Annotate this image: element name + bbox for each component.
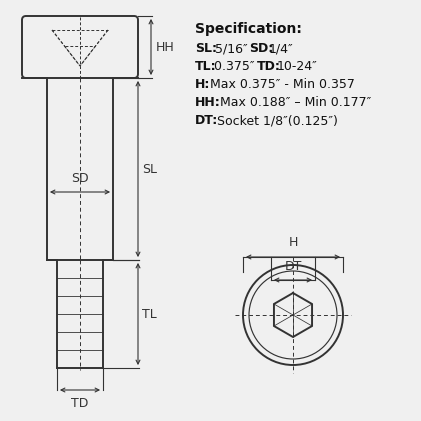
Text: TL: TL <box>142 307 157 320</box>
Text: H: H <box>288 236 298 249</box>
Text: 5/16″: 5/16″ <box>215 42 252 55</box>
Text: 1/4″: 1/4″ <box>269 42 293 55</box>
Text: HH:: HH: <box>195 96 221 109</box>
Text: Socket 1/8″(0.125″): Socket 1/8″(0.125″) <box>217 114 338 127</box>
Text: TL:: TL: <box>195 60 217 73</box>
Text: TD: TD <box>71 397 89 410</box>
Text: 10-24″: 10-24″ <box>277 60 318 73</box>
Text: SD:: SD: <box>249 42 273 55</box>
Text: Specification:: Specification: <box>195 22 302 36</box>
Text: DT: DT <box>284 260 302 273</box>
Text: H:: H: <box>195 78 210 91</box>
Text: SL: SL <box>142 163 157 176</box>
Text: SD: SD <box>71 172 89 185</box>
Text: Max 0.188″ – Min 0.177″: Max 0.188″ – Min 0.177″ <box>220 96 371 109</box>
Text: HH: HH <box>156 40 175 53</box>
Text: SL:: SL: <box>195 42 217 55</box>
Text: Max 0.375″ - Min 0.357: Max 0.375″ - Min 0.357 <box>210 78 355 91</box>
Text: TD:: TD: <box>257 60 281 73</box>
Text: DT:: DT: <box>195 114 218 127</box>
Text: 0.375″: 0.375″ <box>214 60 258 73</box>
